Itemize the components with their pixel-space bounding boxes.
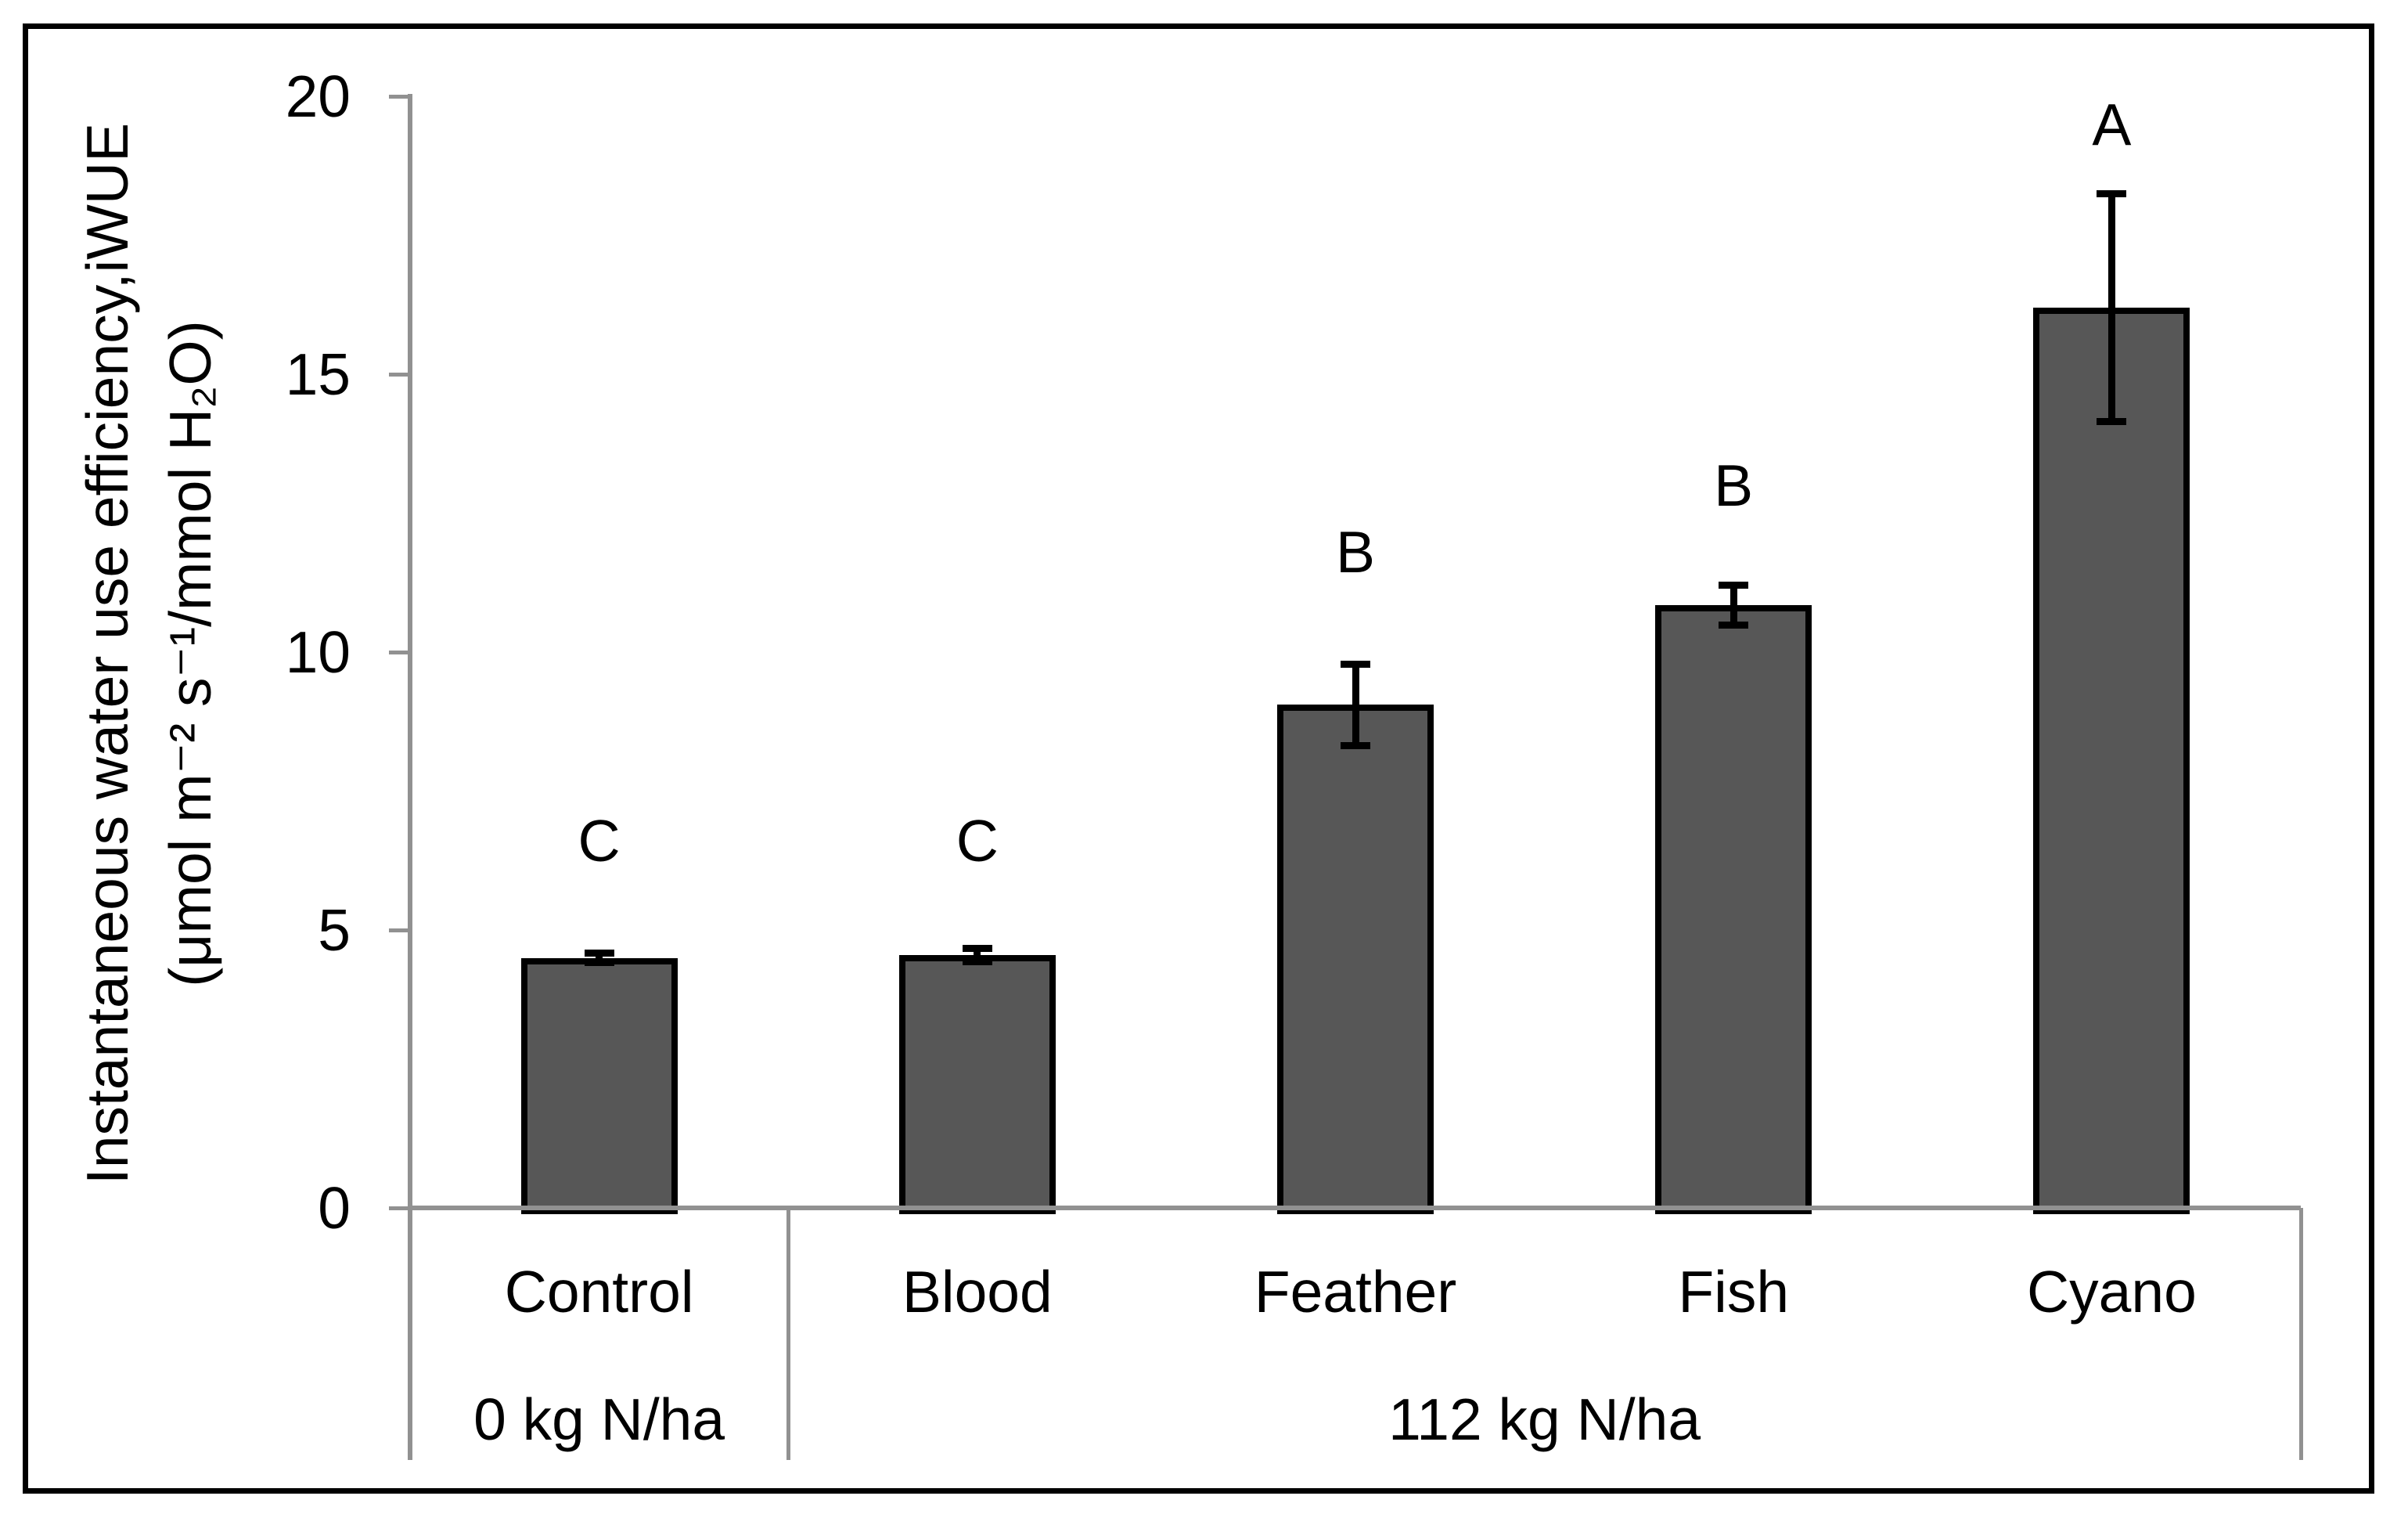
error-bar-cap-bottom — [2097, 417, 2127, 425]
error-bar-cap-bottom — [1341, 741, 1370, 749]
y-tick-mark — [389, 95, 408, 99]
x-category-label-cyano: Cyano — [2026, 1259, 2197, 1325]
y-tick-label: 15 — [285, 341, 351, 407]
error-bar-line — [1352, 664, 1359, 746]
error-bar-cap-top — [962, 944, 992, 952]
error-bar-line — [2107, 193, 2115, 422]
sig-letter-feather: B — [1335, 519, 1376, 586]
y-tick-label: 20 — [285, 63, 351, 129]
error-bar-cap-top — [584, 950, 614, 957]
y-tick-label: 5 — [318, 897, 351, 963]
bar-cyano — [2033, 307, 2190, 1214]
error-bar-line — [1730, 585, 1737, 625]
y-axis-line — [408, 94, 412, 1460]
bar-control — [520, 957, 678, 1214]
group-label-1: 112 kg N/ha — [1388, 1386, 1701, 1452]
bar-feather — [1277, 705, 1434, 1214]
error-bar-cap-bottom — [962, 957, 992, 965]
y-tick-mark — [389, 928, 408, 932]
x-category-label-blood: Blood — [902, 1259, 1053, 1325]
sig-letter-fish: B — [1714, 452, 1754, 518]
x-axis-zero-tick — [389, 1206, 408, 1210]
y-tick-mark — [389, 373, 408, 377]
bar-blood — [898, 954, 1056, 1214]
y-tick-label: 10 — [285, 619, 351, 685]
sig-letter-control: C — [578, 808, 621, 874]
error-bar-line — [596, 953, 603, 963]
error-bar-line — [974, 948, 981, 962]
group-label-0: 0 kg N/ha — [473, 1386, 725, 1452]
x-axis-line — [408, 1206, 2301, 1210]
sig-letter-cyano: A — [2092, 91, 2132, 157]
group-separator-line — [2298, 1208, 2303, 1460]
sig-letter-blood: C — [956, 808, 999, 874]
x-category-label-control: Control — [504, 1259, 694, 1325]
error-bar-cap-top — [1719, 581, 1749, 589]
y-tick-label: 0 — [318, 1175, 351, 1241]
bar-fish — [1655, 604, 1812, 1214]
figure-border — [23, 23, 2374, 1494]
group-separator-line — [786, 1208, 790, 1460]
x-category-label-fish: Fish — [1678, 1259, 1790, 1325]
error-bar-cap-bottom — [584, 958, 614, 966]
error-bar-cap-top — [1341, 661, 1370, 669]
error-bar-cap-bottom — [1719, 621, 1749, 629]
error-bar-cap-top — [2097, 189, 2127, 197]
x-category-label-feather: Feather — [1254, 1259, 1457, 1325]
y-tick-mark — [389, 651, 408, 654]
